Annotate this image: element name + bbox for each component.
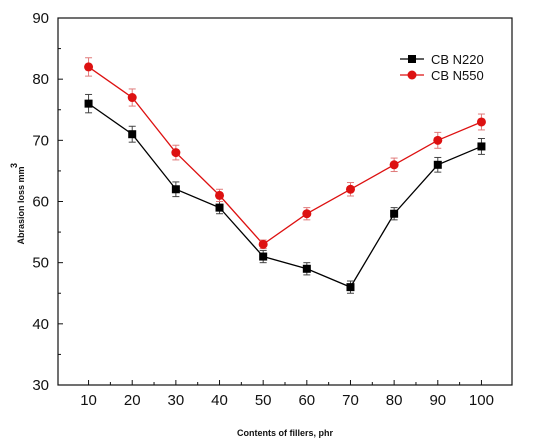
series-0 [84,93,486,294]
data-point-0-6 [346,283,355,292]
y-axis-title: Abrasion loss mm [16,166,26,244]
x-tick-label-5: 60 [298,392,315,409]
data-point-1-7 [389,160,399,170]
data-point-0-5 [302,264,311,273]
data-point-0-0 [84,99,93,108]
data-point-1-4 [258,239,268,249]
series-1 [84,57,486,250]
data-point-0-9 [477,142,486,151]
series-line-0 [88,103,482,288]
data-point-0-4 [259,252,268,261]
data-point-0-3 [215,203,224,212]
y-tick-label-2: 50 [32,255,49,272]
legend-item-0: CB N220 [400,52,484,67]
x-tick-label-2: 30 [168,392,185,409]
x-tick-label-8: 90 [429,392,446,409]
axes-layer: 30 40 50 60 70 80 90 10 20 30 40 50 60 70 80 90 100 [32,10,513,409]
legend-marker-1 [407,70,417,80]
x-tick-label-4: 50 [255,392,272,409]
x-tick-label-6: 70 [342,392,359,409]
x-tick-label-7: 80 [386,392,403,409]
data-point-1-0 [84,62,94,72]
data-point-0-1 [128,130,137,139]
data-point-1-1 [127,93,137,103]
x-tick-label-0: 10 [80,392,97,409]
x-tick-label-3: 40 [211,392,228,409]
data-point-1-2 [171,148,181,158]
data-point-1-9 [476,117,486,127]
data-point-0-8 [433,160,442,169]
data-point-1-6 [345,184,355,194]
y-tick-label-1: 40 [32,316,49,333]
data-point-1-5 [302,209,312,219]
y-tick-label-4: 70 [32,132,49,149]
data-point-1-3 [215,190,225,200]
x-tick-label-9: 100 [469,392,494,409]
data-point-0-7 [390,209,399,218]
legend-item-1: CB N550 [400,68,484,83]
legend-label-1: CB N550 [431,68,484,83]
y-tick-label-0: 30 [32,377,49,394]
legend-label-0: CB N220 [431,52,484,67]
series-line-1 [88,66,482,246]
y-tick-label-6: 90 [32,10,49,27]
y-axis-title-superscript: 3 [9,163,19,168]
x-axis-title: Contents of fillers, phr [237,428,334,438]
data-point-1-8 [433,135,443,145]
legend-marker-0 [408,55,416,63]
y-tick-label-3: 60 [32,194,49,211]
y-tick-label-5: 80 [32,71,49,88]
x-tick-label-1: 20 [124,392,141,409]
data-point-0-2 [171,185,180,194]
series-layer [84,57,486,294]
